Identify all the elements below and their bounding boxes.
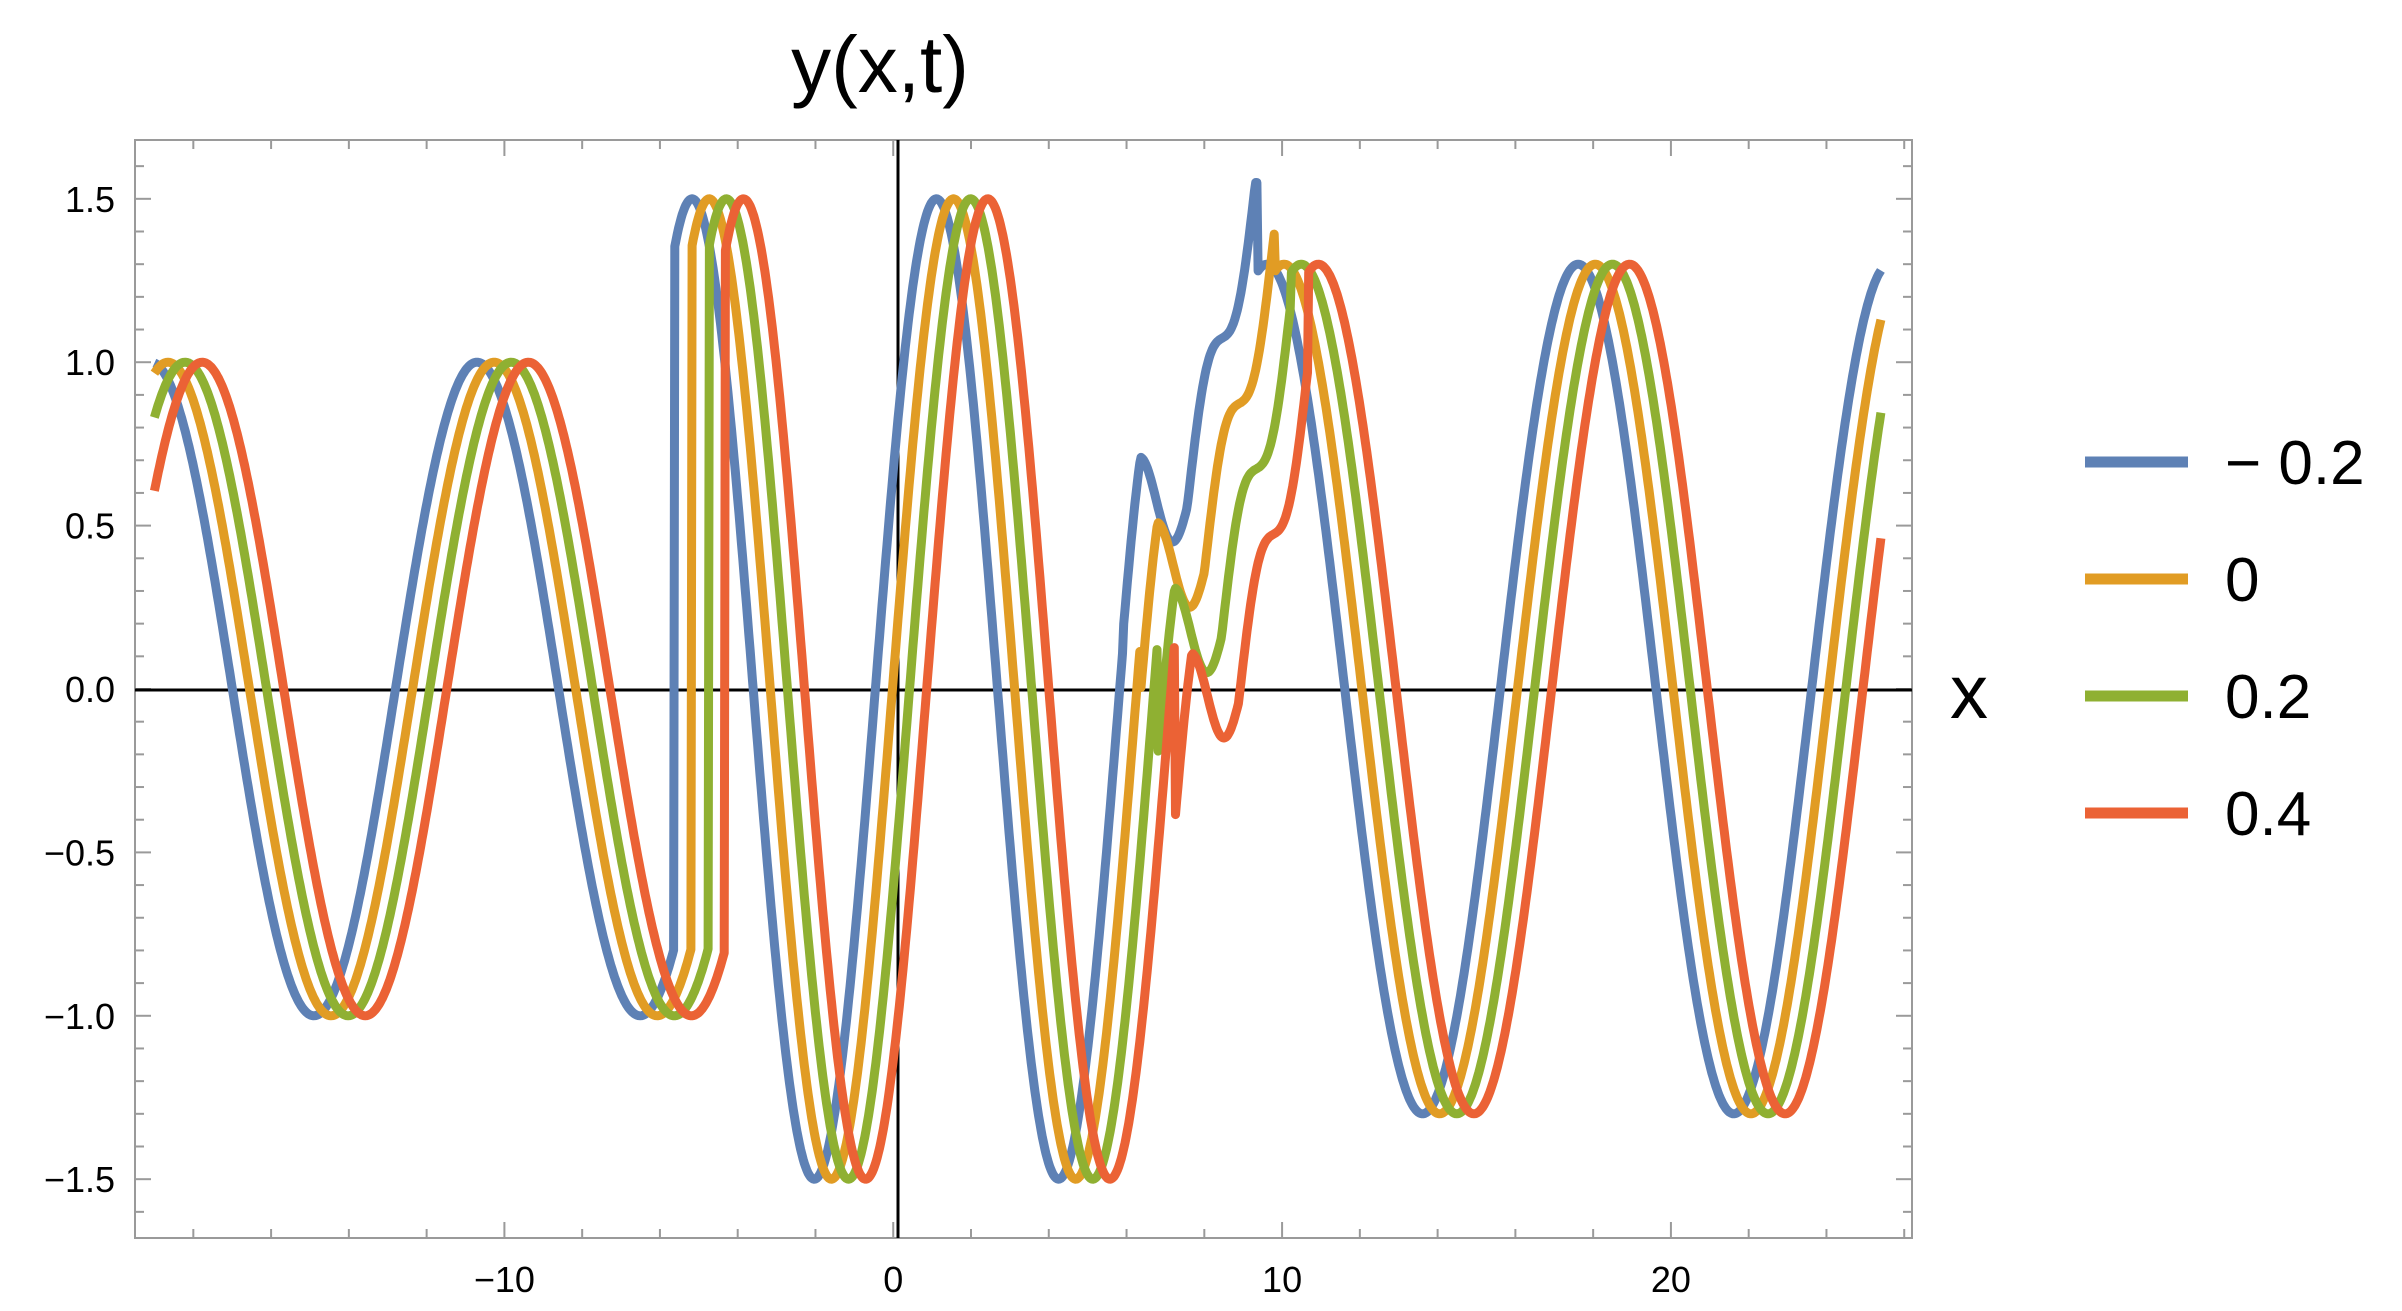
series-line-3 xyxy=(149,194,1886,1184)
y-tick-label: −1.0 xyxy=(44,996,115,1037)
series-line-2 xyxy=(150,194,1886,1184)
y-tick-label: 0.0 xyxy=(65,669,115,710)
ticks xyxy=(135,140,1912,1238)
tick-labels: −10 0 10 20 −1.5 −1.0 −0.5 0.0 0.5 1.0 1.5 xyxy=(44,179,1691,1300)
legend-label: − 0.2 xyxy=(2225,429,2365,498)
legend-label: 0.4 xyxy=(2225,780,2311,849)
y-tick-label: 0.5 xyxy=(65,506,115,547)
y-tick-label: 1.0 xyxy=(65,342,115,383)
x-tick-label: 10 xyxy=(1262,1259,1302,1300)
x-tick-label: 20 xyxy=(1651,1259,1691,1300)
x-axis-label: x xyxy=(1950,650,1988,735)
y-tick-label: 1.5 xyxy=(65,179,115,220)
y-tick-label: −1.5 xyxy=(44,1159,115,1200)
legend: − 0.2 0 0.2 0.4 xyxy=(2085,429,2365,849)
legend-label: 0.2 xyxy=(2225,663,2311,732)
legend-label: 0 xyxy=(2225,546,2259,615)
chart-title: y(x,t) xyxy=(791,20,969,109)
series-line-1 xyxy=(150,194,1886,1184)
x-tick-label: 0 xyxy=(883,1259,903,1300)
y-tick-label: −0.5 xyxy=(44,832,115,873)
x-tick-label: −10 xyxy=(474,1259,535,1300)
series-layer xyxy=(149,178,1886,1184)
